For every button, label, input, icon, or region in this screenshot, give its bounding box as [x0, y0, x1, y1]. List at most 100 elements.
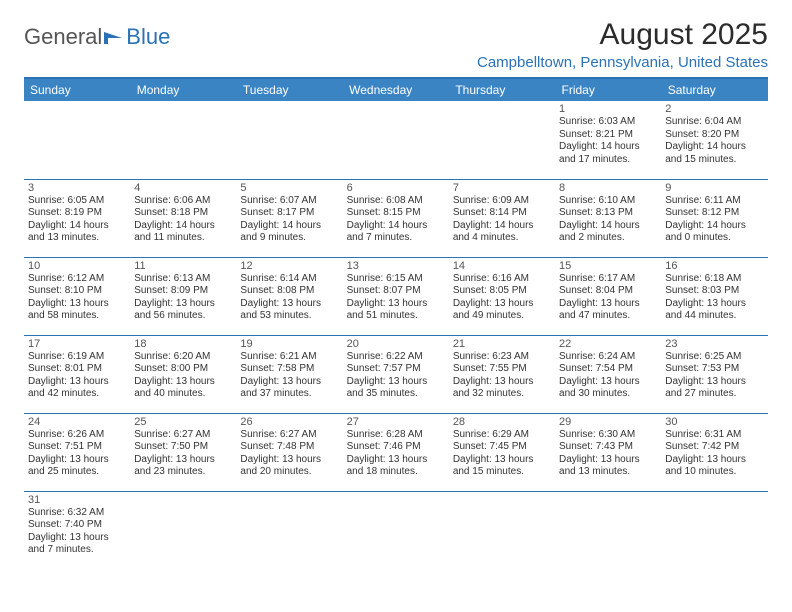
info-line: Sunrise: 6:27 AM: [134, 429, 232, 442]
info-line: and 11 minutes.: [134, 232, 232, 245]
day-info: Sunrise: 6:07 AMSunset: 8:17 PMDaylight:…: [240, 195, 338, 245]
info-line: Daylight: 13 hours: [453, 298, 551, 311]
day-cell: 27Sunrise: 6:28 AMSunset: 7:46 PMDayligh…: [343, 413, 449, 491]
day-number: 20: [347, 338, 445, 350]
day-number: 21: [453, 338, 551, 350]
day-number: 13: [347, 260, 445, 272]
day-cell: 30Sunrise: 6:31 AMSunset: 7:42 PMDayligh…: [661, 413, 767, 491]
day-info: Sunrise: 6:21 AMSunset: 7:58 PMDaylight:…: [240, 351, 338, 401]
day-cell: 22Sunrise: 6:24 AMSunset: 7:54 PMDayligh…: [555, 335, 661, 413]
day-info: Sunrise: 6:28 AMSunset: 7:46 PMDaylight:…: [347, 429, 445, 479]
day-info: Sunrise: 6:05 AMSunset: 8:19 PMDaylight:…: [28, 195, 126, 245]
calendar-row: 17Sunrise: 6:19 AMSunset: 8:01 PMDayligh…: [24, 335, 768, 413]
info-line: Sunrise: 6:10 AM: [559, 195, 657, 208]
day-info: Sunrise: 6:16 AMSunset: 8:05 PMDaylight:…: [453, 273, 551, 323]
title-block: August 2025 Campbelltown, Pennsylvania, …: [477, 18, 768, 71]
info-line: Sunrise: 6:09 AM: [453, 195, 551, 208]
info-line: Daylight: 13 hours: [559, 298, 657, 311]
calendar-row: 31Sunrise: 6:32 AMSunset: 7:40 PMDayligh…: [24, 491, 768, 569]
info-line: and 18 minutes.: [347, 466, 445, 479]
day-number: 28: [453, 416, 551, 428]
info-line: Daylight: 13 hours: [28, 454, 126, 467]
info-line: Sunset: 7:58 PM: [240, 363, 338, 376]
weekday-header: Saturday: [661, 79, 767, 101]
info-line: Daylight: 13 hours: [559, 376, 657, 389]
info-line: Sunset: 7:54 PM: [559, 363, 657, 376]
day-info: Sunrise: 6:23 AMSunset: 7:55 PMDaylight:…: [453, 351, 551, 401]
info-line: Sunrise: 6:07 AM: [240, 195, 338, 208]
info-line: Sunrise: 6:17 AM: [559, 273, 657, 286]
info-line: and 49 minutes.: [453, 310, 551, 323]
day-cell: 16Sunrise: 6:18 AMSunset: 8:03 PMDayligh…: [661, 257, 767, 335]
day-number: 6: [347, 182, 445, 194]
weekday-header: Friday: [555, 79, 661, 101]
info-line: Daylight: 13 hours: [665, 454, 763, 467]
month-title: August 2025: [477, 18, 768, 52]
info-line: and 20 minutes.: [240, 466, 338, 479]
empty-cell: [236, 101, 342, 179]
info-line: Sunrise: 6:13 AM: [134, 273, 232, 286]
day-cell: 18Sunrise: 6:20 AMSunset: 8:00 PMDayligh…: [130, 335, 236, 413]
info-line: and 53 minutes.: [240, 310, 338, 323]
day-number: 15: [559, 260, 657, 272]
info-line: Sunrise: 6:31 AM: [665, 429, 763, 442]
day-info: Sunrise: 6:27 AMSunset: 7:50 PMDaylight:…: [134, 429, 232, 479]
info-line: Sunrise: 6:11 AM: [665, 195, 763, 208]
info-line: Sunrise: 6:24 AM: [559, 351, 657, 364]
logo-flag-icon: [104, 24, 124, 50]
info-line: Daylight: 13 hours: [347, 454, 445, 467]
info-line: Sunset: 7:57 PM: [347, 363, 445, 376]
day-info: Sunrise: 6:24 AMSunset: 7:54 PMDaylight:…: [559, 351, 657, 401]
empty-cell: [24, 101, 130, 179]
empty-cell: [661, 491, 767, 569]
day-cell: 8Sunrise: 6:10 AMSunset: 8:13 PMDaylight…: [555, 179, 661, 257]
info-line: and 56 minutes.: [134, 310, 232, 323]
info-line: Daylight: 13 hours: [28, 298, 126, 311]
day-cell: 23Sunrise: 6:25 AMSunset: 7:53 PMDayligh…: [661, 335, 767, 413]
info-line: Sunset: 8:10 PM: [28, 285, 126, 298]
day-cell: 11Sunrise: 6:13 AMSunset: 8:09 PMDayligh…: [130, 257, 236, 335]
info-line: Sunset: 8:20 PM: [665, 129, 763, 142]
logo: General Blue: [24, 24, 170, 50]
info-line: Sunset: 8:05 PM: [453, 285, 551, 298]
day-cell: 15Sunrise: 6:17 AMSunset: 8:04 PMDayligh…: [555, 257, 661, 335]
info-line: Daylight: 14 hours: [134, 220, 232, 233]
day-info: Sunrise: 6:10 AMSunset: 8:13 PMDaylight:…: [559, 195, 657, 245]
info-line: Daylight: 13 hours: [665, 298, 763, 311]
empty-cell: [555, 491, 661, 569]
day-info: Sunrise: 6:27 AMSunset: 7:48 PMDaylight:…: [240, 429, 338, 479]
day-cell: 9Sunrise: 6:11 AMSunset: 8:12 PMDaylight…: [661, 179, 767, 257]
info-line: and 7 minutes.: [347, 232, 445, 245]
info-line: Daylight: 14 hours: [240, 220, 338, 233]
day-cell: 28Sunrise: 6:29 AMSunset: 7:45 PMDayligh…: [449, 413, 555, 491]
info-line: and 44 minutes.: [665, 310, 763, 323]
info-line: and 15 minutes.: [665, 154, 763, 167]
day-number: 1: [559, 103, 657, 115]
info-line: Sunset: 8:13 PM: [559, 207, 657, 220]
weekday-header: Monday: [130, 79, 236, 101]
day-info: Sunrise: 6:11 AMSunset: 8:12 PMDaylight:…: [665, 195, 763, 245]
day-number: 9: [665, 182, 763, 194]
day-cell: 12Sunrise: 6:14 AMSunset: 8:08 PMDayligh…: [236, 257, 342, 335]
info-line: and 17 minutes.: [559, 154, 657, 167]
info-line: Sunset: 8:09 PM: [134, 285, 232, 298]
info-line: and 13 minutes.: [28, 232, 126, 245]
day-info: Sunrise: 6:31 AMSunset: 7:42 PMDaylight:…: [665, 429, 763, 479]
info-line: and 42 minutes.: [28, 388, 126, 401]
day-cell: 24Sunrise: 6:26 AMSunset: 7:51 PMDayligh…: [24, 413, 130, 491]
info-line: Daylight: 13 hours: [347, 376, 445, 389]
info-line: Daylight: 13 hours: [28, 532, 126, 545]
day-number: 10: [28, 260, 126, 272]
day-cell: 5Sunrise: 6:07 AMSunset: 8:17 PMDaylight…: [236, 179, 342, 257]
info-line: and 13 minutes.: [559, 466, 657, 479]
info-line: Daylight: 13 hours: [134, 376, 232, 389]
day-info: Sunrise: 6:30 AMSunset: 7:43 PMDaylight:…: [559, 429, 657, 479]
info-line: and 9 minutes.: [240, 232, 338, 245]
info-line: Sunrise: 6:05 AM: [28, 195, 126, 208]
day-cell: 29Sunrise: 6:30 AMSunset: 7:43 PMDayligh…: [555, 413, 661, 491]
calendar-head: SundayMondayTuesdayWednesdayThursdayFrid…: [24, 79, 768, 101]
day-cell: 20Sunrise: 6:22 AMSunset: 7:57 PMDayligh…: [343, 335, 449, 413]
info-line: and 25 minutes.: [28, 466, 126, 479]
info-line: and 2 minutes.: [559, 232, 657, 245]
day-number: 30: [665, 416, 763, 428]
